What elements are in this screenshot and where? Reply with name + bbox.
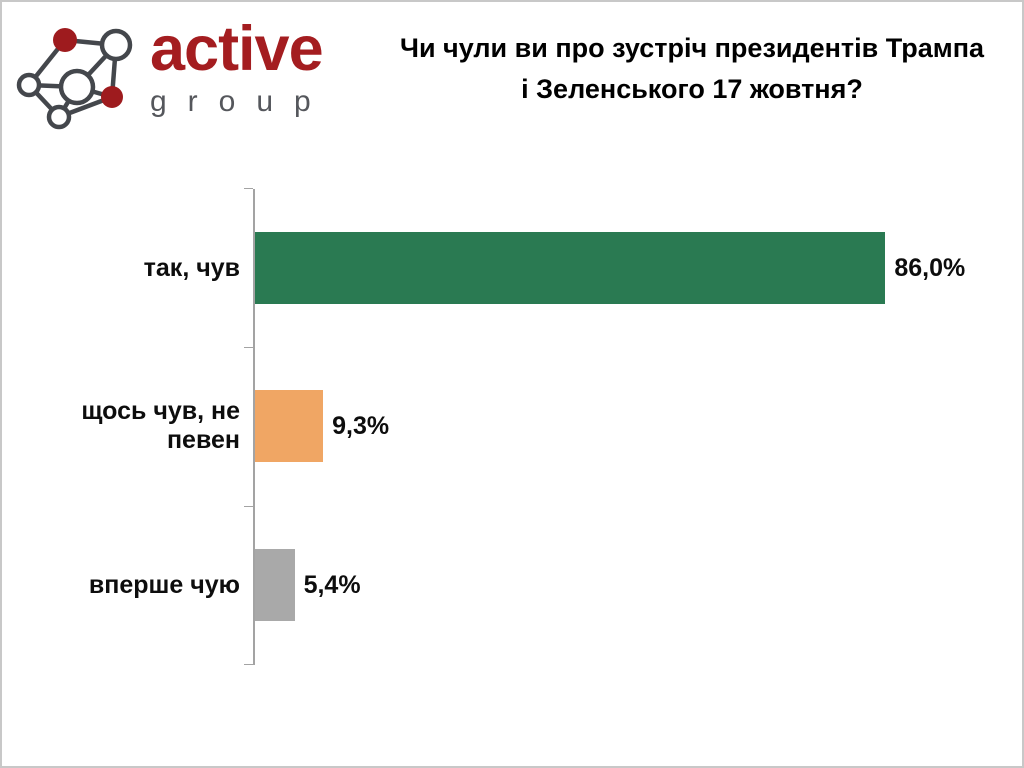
bar-chart: так, чув 86,0% щось чув, не певен 9,3% в… (2, 188, 1022, 665)
value-label: 9,3% (332, 411, 390, 440)
bar (255, 549, 295, 621)
axis-tick (244, 506, 253, 507)
logo-node-open (99, 28, 133, 62)
axis-tick (244, 347, 253, 348)
chart-title: Чи чули ви про зустріч президентів Трамп… (399, 33, 985, 104)
bar (255, 232, 886, 304)
value-label: 5,4% (303, 570, 361, 599)
bar-row: так, чув 86,0% (2, 189, 1022, 347)
brand-subtext: group (150, 85, 332, 118)
category-axis-line (253, 189, 255, 665)
bar-track: 86,0% (255, 232, 988, 304)
bar-row: вперше чую 5,4% (2, 506, 1022, 664)
logo-network-icon (16, 28, 133, 130)
logo-node-filled (53, 28, 77, 52)
logo-wordmark: active group (150, 18, 350, 117)
axis-tick (244, 664, 253, 665)
logo-node-open (58, 68, 96, 106)
axis-tick (244, 188, 253, 189)
logo-node-open (16, 72, 42, 98)
logo-node-open (46, 104, 72, 130)
category-label: вперше чую (88, 570, 240, 599)
bar-row: щось чув, не певен 9,3% (2, 347, 1022, 505)
category-label: так, чув (143, 253, 240, 282)
bar (255, 390, 324, 462)
logo-node-filled (101, 86, 123, 108)
bar-track: 9,3% (255, 390, 988, 462)
brand-text: active (150, 14, 324, 84)
value-label: 86,0% (894, 253, 966, 282)
category-label: щось чув, не певен (81, 397, 240, 454)
bar-track: 5,4% (255, 549, 988, 621)
